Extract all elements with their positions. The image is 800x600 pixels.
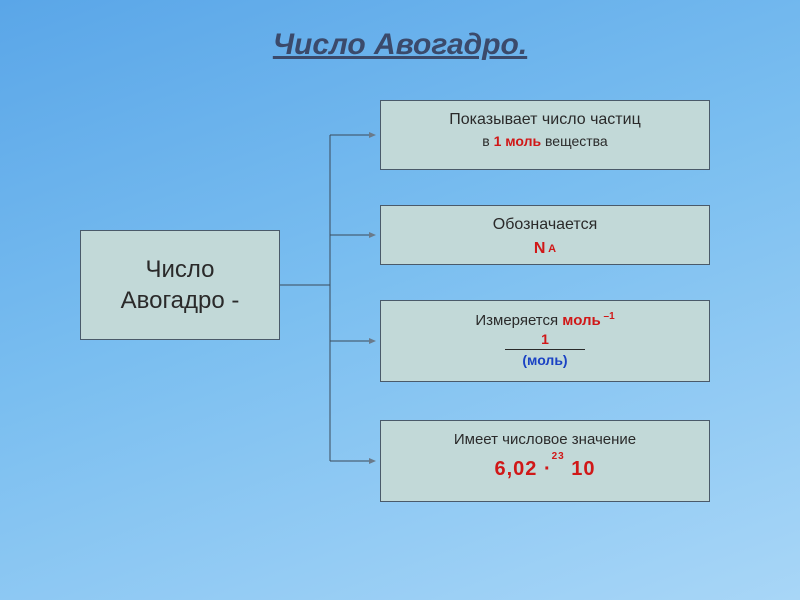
frac-denominator: (моль) bbox=[389, 352, 701, 368]
box2-line1: Обозначается bbox=[389, 216, 701, 234]
box1-line2: в 1 моль вещества bbox=[389, 133, 701, 149]
box-definition: Показывает число частиц в 1 моль веществ… bbox=[380, 100, 710, 170]
box3-pre: Измеряется bbox=[475, 312, 562, 329]
value-base-wrap: 23 10 bbox=[552, 458, 596, 480]
value-coeff: 6,02 bbox=[494, 458, 543, 480]
value-exp: 23 bbox=[552, 451, 565, 462]
box1-emphasis: 1 моль bbox=[494, 133, 542, 149]
box-value: Имеет числовое значение 6,02 ·23 10 bbox=[380, 420, 710, 502]
frac-line bbox=[505, 349, 585, 350]
box2-symbol: N A bbox=[389, 240, 701, 258]
box1-pre: в bbox=[482, 133, 493, 149]
box4-line1: Имеет числовое значение bbox=[389, 431, 701, 448]
value-base: 10 bbox=[565, 458, 596, 480]
box-notation: Обозначается N A bbox=[380, 205, 710, 265]
value-dot: · bbox=[544, 458, 552, 480]
box1-line1: Показывает число частиц bbox=[389, 111, 701, 129]
box-unit: Измеряется моль –1 1 (моль) bbox=[380, 300, 710, 382]
diagram-title: Число Авогадро. bbox=[0, 28, 800, 62]
unit-exp: –1 bbox=[601, 311, 615, 322]
main-concept-box: Число Авогадро - bbox=[80, 230, 280, 340]
unit-word: моль bbox=[562, 312, 600, 329]
main-line2: Авогадро - bbox=[121, 285, 240, 316]
box3-unit: моль –1 bbox=[562, 312, 614, 329]
box3-line1: Измеряется моль –1 bbox=[389, 311, 701, 329]
box1-post: вещества bbox=[541, 133, 608, 149]
frac-numerator: 1 bbox=[389, 331, 701, 347]
main-line1: Число bbox=[121, 254, 240, 285]
symbol-sub: A bbox=[545, 243, 556, 255]
box4-value: 6,02 ·23 10 bbox=[389, 458, 701, 481]
symbol-n: N bbox=[534, 240, 546, 257]
